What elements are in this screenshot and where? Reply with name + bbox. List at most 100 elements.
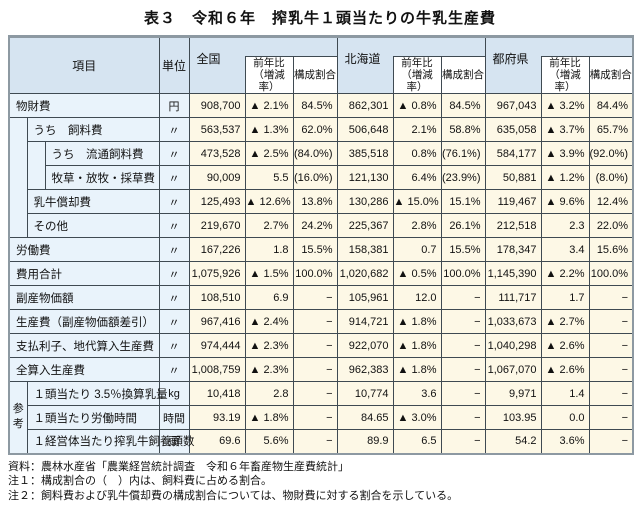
yoy-cell: ▲ 1.8% [392,357,442,383]
value-cell: 167,226 [188,237,246,263]
unit-cell: 〃 [158,189,190,215]
indent-strip [26,141,46,191]
share-cell: − [292,405,338,431]
reference-label: 参考 [8,381,28,455]
yoy-cell: ▲ 12.6% [244,189,294,215]
col-header-yoy: 前年比 （増減率） [244,55,294,95]
unit-cell: 円 [158,93,190,119]
row-label: うち 飼料費 [26,117,160,143]
value-cell: 69.6 [188,429,246,455]
value-cell: 385,518 [336,141,394,167]
value-cell: 922,070 [336,333,394,359]
yoy-cell: 6.5 [392,429,442,455]
share-cell: − [588,285,634,311]
share-cell: 84.5% [292,93,338,119]
yoy-cell: ▲ 3.7% [540,117,590,143]
value-cell: 178,347 [484,237,542,263]
share-cell: − [588,333,634,359]
share-cell: − [588,405,634,431]
value-cell: 212,518 [484,213,542,239]
unit-cell: 〃 [158,117,190,143]
share-cell: 24.2% [292,213,338,239]
table-row: 物財費 円 908,700 ▲ 2.1% 84.5% 862,301 ▲ 0.8… [8,93,634,119]
share-cell: 13.8% [292,189,338,215]
yoy-cell: 3.6 [392,381,442,407]
unit-cell: 〃 [158,213,190,239]
share-cell: − [292,429,338,455]
share-cell: (23.9%) [440,165,486,191]
yoy-cell: ▲ 2.2% [540,261,590,287]
value-cell: 105,961 [336,285,394,311]
share-cell: 62.0% [292,117,338,143]
yoy-cell: ▲ 1.8% [244,405,294,431]
yoy-cell: ▲ 1.5% [244,261,294,287]
unit-cell: 〃 [158,261,190,287]
share-cell: − [440,429,486,455]
yoy-cell: ▲ 1.8% [392,333,442,359]
table-row: 乳牛償却費 〃 125,493 ▲ 12.6% 13.8% 130,286 ▲ … [9,189,634,215]
yoy-cell: ▲ 1.2% [540,165,590,191]
table-row: 副産物価額 〃 108,510 6.9 − 105,961 12.0 − 111… [8,285,634,311]
share-cell: 100.0% [292,261,338,287]
share-cell: 84.5% [440,93,486,119]
share-cell: 65.7% [588,117,634,143]
value-cell: 1,008,759 [188,357,246,383]
value-cell: 584,177 [484,141,542,167]
value-cell: 1,075,926 [188,261,246,287]
value-cell: 54.2 [484,429,542,455]
value-cell: 506,648 [336,117,394,143]
unit-cell: 〃 [158,237,190,263]
col-header-share: 構成割合 [440,55,486,95]
value-cell: 967,416 [188,309,246,335]
share-cell: − [440,309,486,335]
footnotes: 資料：農林水産省「農業経営統計調査 令和６年畜産物生産費統計」 注１：構成割合の… [8,460,640,504]
yoy-cell: ▲ 3.2% [540,93,590,119]
share-cell: 15.5% [440,237,486,263]
header-spacer [541,36,634,57]
table-row: 支払利子、地代算入生産費 〃 974,444 ▲ 2.3% − 922,070 … [8,333,634,359]
row-label: 費用合計 [8,261,160,287]
yoy-cell: ▲ 2.5% [244,141,294,167]
table-row: 費用合計 〃 1,075,926 ▲ 1.5% 100.0% 1,020,682… [8,261,634,287]
col-header-share: 構成割合 [292,55,338,95]
value-cell: 635,058 [484,117,542,143]
value-cell: 125,493 [188,189,246,215]
table-row: うち 流通飼料費 〃 473,528 ▲ 2.5% (84.0%) 385,51… [9,141,634,191]
value-cell: 130,286 [336,189,394,215]
share-cell: 12.4% [588,189,634,215]
col-header-region-zenkoku: 全国 [188,35,246,95]
value-cell: 10,418 [188,381,246,407]
row-label: うち 流通飼料費 [44,141,160,167]
row-label: 全算入生産費 [8,357,160,383]
table-row: その他 〃 219,670 2.7% 24.2% 225,367 2.8% 26… [9,213,634,239]
yoy-cell: ▲ 2.3% [244,357,294,383]
value-cell: 219,670 [188,213,246,239]
value-cell: 90,009 [188,165,246,191]
source-note: 資料：農林水産省「農業経営統計調査 令和６年畜産物生産費統計」 [8,460,349,473]
table-row: １頭当たり労働時間 時間 93.19 ▲ 1.8% − 84.65 ▲ 3.0%… [9,405,634,431]
value-cell: 108,510 [188,285,246,311]
yoy-cell: ▲ 2.1% [244,93,294,119]
table-row: 全算入生産費 〃 1,008,759 ▲ 2.3% − 962,383 ▲ 1.… [8,357,634,383]
share-cell: 22.0% [588,213,634,239]
yoy-cell: ▲ 15.0% [392,189,442,215]
value-cell: 10,774 [336,381,394,407]
value-cell: 158,381 [336,237,394,263]
share-cell: − [292,285,338,311]
share-cell: 58.8% [440,117,486,143]
value-cell: 974,444 [188,333,246,359]
yoy-cell: ▲ 2.4% [244,309,294,335]
yoy-cell: 5.5 [244,165,294,191]
unit-cell: kg [158,381,190,407]
table-row: うち 飼料費 〃 563,537 ▲ 1.3% 62.0% 506,648 2.… [8,117,634,239]
share-cell: (16.0%) [292,165,338,191]
share-cell: − [440,357,486,383]
share-cell: − [588,429,634,455]
value-cell: 84.65 [336,405,394,431]
share-cell: − [588,309,634,335]
yoy-cell: ▲ 2.7% [540,309,590,335]
col-header-yoy: 前年比 （増減率） [540,55,590,95]
share-cell: 100.0% [588,261,634,287]
share-cell: (84.0%) [292,141,338,167]
col-header-share: 構成割合 [588,55,634,95]
